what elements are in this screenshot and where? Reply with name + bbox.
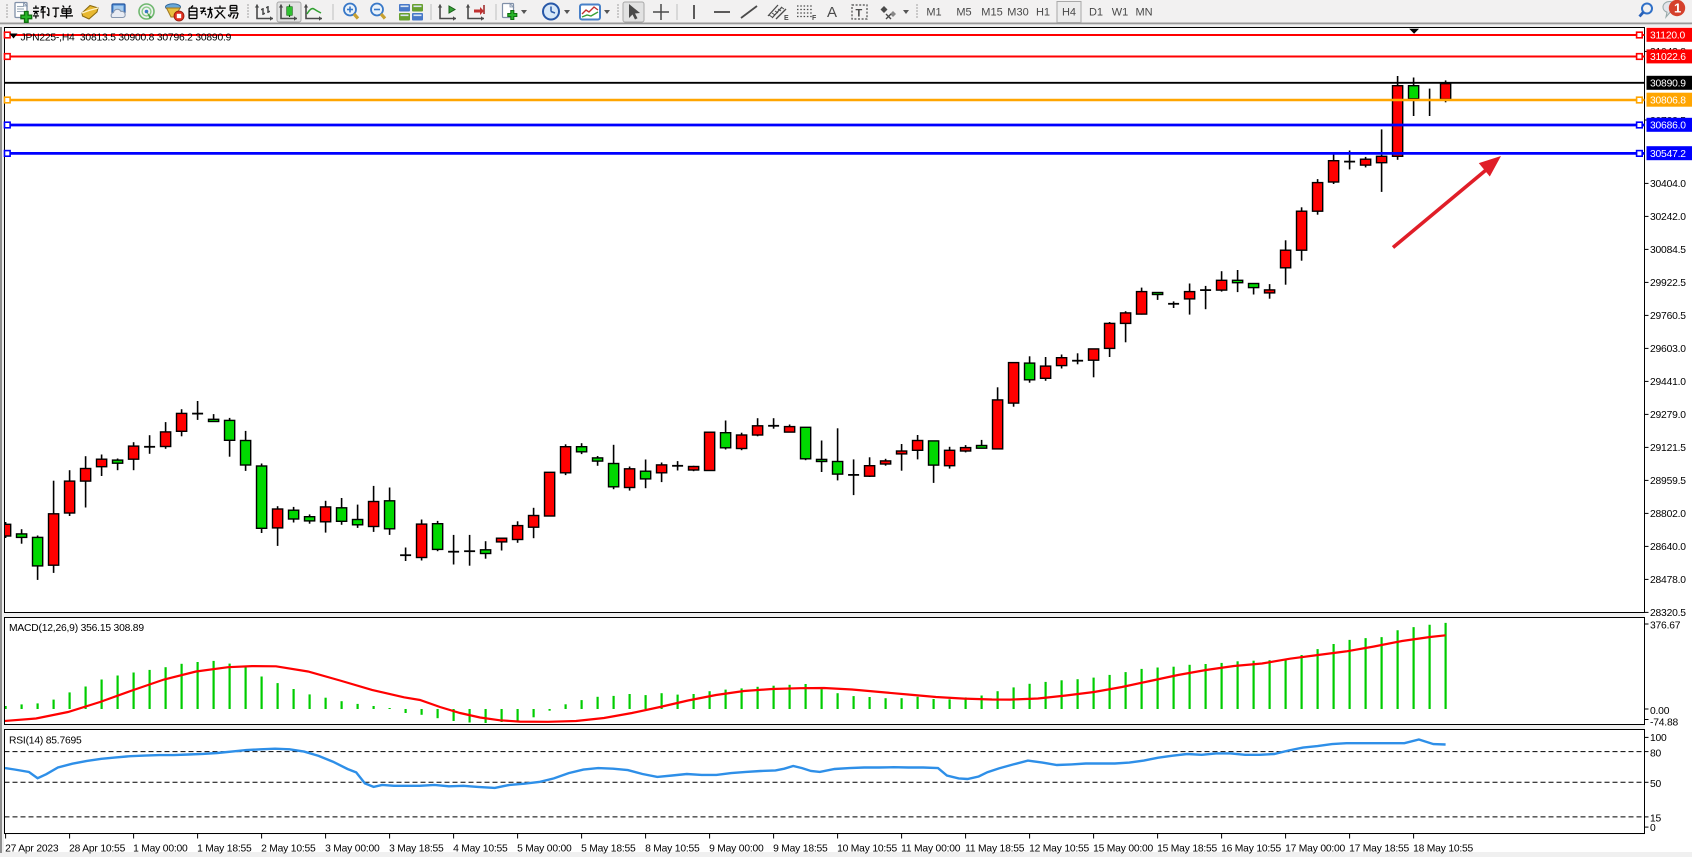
svg-text:29603.0: 29603.0 [1650,344,1686,355]
svg-text:11 May 00:00: 11 May 00:00 [901,843,961,854]
svg-text:M5: M5 [956,7,971,19]
svg-text:-74.88: -74.88 [1650,717,1678,728]
svg-text:30890.9: 30890.9 [1650,79,1686,90]
svg-text:31120.0: 31120.0 [1650,31,1686,42]
svg-text:H1: H1 [1036,7,1050,19]
svg-text:1 May 18:55: 1 May 18:55 [197,843,252,854]
svg-text:16 May 10:55: 16 May 10:55 [1221,843,1281,854]
svg-text:30242.0: 30242.0 [1650,212,1686,223]
svg-text:MACD(12,26,9) 356.15 308.89: MACD(12,26,9) 356.15 308.89 [9,623,144,634]
svg-text:28640.0: 28640.0 [1650,542,1686,553]
svg-text:30547.2: 30547.2 [1650,149,1686,160]
svg-text:11 May 18:55: 11 May 18:55 [965,843,1025,854]
svg-text:H4: H4 [1062,7,1076,19]
svg-text:3 May 00:00: 3 May 00:00 [325,843,380,854]
svg-text:10 May 10:55: 10 May 10:55 [837,843,897,854]
svg-text:29441.0: 29441.0 [1650,377,1686,388]
svg-text:M15: M15 [981,7,1002,19]
svg-text:80: 80 [1650,749,1662,760]
svg-text:9 May 18:55: 9 May 18:55 [773,843,828,854]
svg-text:100: 100 [1650,733,1667,744]
svg-text:T: T [856,8,863,20]
svg-text:15 May 18:55: 15 May 18:55 [1157,843,1217,854]
svg-text:JPN225-,H4 30813.5 30900.8 30: JPN225-,H4 30813.5 30900.8 30796.2 30890… [21,33,232,44]
svg-text:29121.5: 29121.5 [1650,443,1686,454]
svg-text:30084.5: 30084.5 [1650,245,1686,256]
svg-text:50: 50 [1650,779,1662,790]
svg-text:17 May 18:55: 17 May 18:55 [1349,843,1409,854]
svg-text:9 May 00:00: 9 May 00:00 [709,843,764,854]
svg-text:E: E [784,15,789,22]
svg-text:8 May 10:55: 8 May 10:55 [645,843,700,854]
svg-text:376.67: 376.67 [1650,620,1681,631]
svg-text:18 May 10:55: 18 May 10:55 [1413,843,1473,854]
svg-text:0.00: 0.00 [1650,706,1670,717]
svg-text:27 Apr 2023: 27 Apr 2023 [5,843,59,854]
svg-text:15: 15 [1650,814,1662,825]
svg-text:MN: MN [1135,7,1152,19]
svg-text:0: 0 [1650,823,1656,834]
svg-text:30806.8: 30806.8 [1650,96,1686,107]
svg-text:A: A [827,4,837,21]
svg-text:1 May 00:00: 1 May 00:00 [133,843,188,854]
svg-text:M1: M1 [926,7,941,19]
svg-text:17 May 00:00: 17 May 00:00 [1285,843,1345,854]
svg-text:30686.0: 30686.0 [1650,121,1686,132]
svg-text:5 May 18:55: 5 May 18:55 [581,843,636,854]
svg-text:1: 1 [1674,1,1681,16]
svg-text:29760.5: 29760.5 [1650,311,1686,322]
svg-text:29922.5: 29922.5 [1650,278,1686,289]
svg-text:28959.5: 28959.5 [1650,476,1686,487]
svg-text:4 May 10:55: 4 May 10:55 [453,843,508,854]
svg-text:28478.0: 28478.0 [1650,575,1686,586]
svg-text:28802.0: 28802.0 [1650,509,1686,520]
svg-text:2 May 10:55: 2 May 10:55 [261,843,316,854]
svg-text:M30: M30 [1007,7,1028,19]
svg-text:5 May 00:00: 5 May 00:00 [517,843,572,854]
svg-text:RSI(14) 85.7695: RSI(14) 85.7695 [9,736,82,747]
svg-text:F: F [812,15,817,22]
svg-text:W1: W1 [1112,7,1129,19]
svg-text:31022.6: 31022.6 [1650,52,1686,63]
svg-text:3 May 18:55: 3 May 18:55 [389,843,444,854]
svg-text:D1: D1 [1089,7,1103,19]
svg-text:12 May 10:55: 12 May 10:55 [1029,843,1089,854]
svg-text:28 Apr 10:55: 28 Apr 10:55 [69,843,125,854]
svg-text:29279.0: 29279.0 [1650,410,1686,421]
svg-text:28320.5: 28320.5 [1650,608,1686,619]
svg-text:15 May 00:00: 15 May 00:00 [1093,843,1153,854]
svg-text:30404.0: 30404.0 [1650,179,1686,190]
